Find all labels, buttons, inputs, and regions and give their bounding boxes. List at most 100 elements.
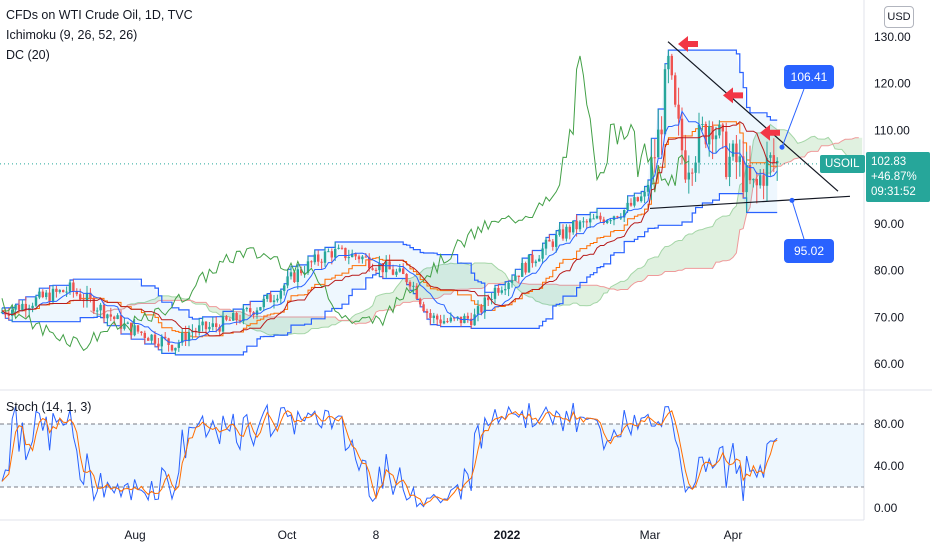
candle[interactable]	[133, 325, 136, 336]
candle[interactable]	[663, 69, 667, 135]
candle[interactable]	[752, 178, 755, 181]
candle[interactable]	[643, 191, 646, 197]
candle[interactable]	[667, 55, 670, 70]
candle[interactable]	[527, 254, 531, 273]
candle[interactable]	[194, 331, 197, 333]
candle[interactable]	[320, 261, 323, 263]
candle[interactable]	[313, 254, 316, 263]
candle[interactable]	[565, 226, 568, 239]
candle[interactable]	[436, 315, 439, 320]
candle[interactable]	[514, 275, 517, 281]
candle[interactable]	[344, 247, 347, 259]
candle[interactable]	[738, 156, 741, 163]
candle[interactable]	[558, 229, 561, 235]
candle[interactable]	[354, 253, 357, 257]
candle[interactable]	[96, 310, 99, 312]
candle[interactable]	[660, 129, 663, 135]
candle[interactable]	[289, 272, 293, 277]
candle[interactable]	[113, 316, 116, 319]
candle[interactable]	[602, 219, 605, 224]
candle[interactable]	[283, 285, 286, 291]
candle[interactable]	[762, 175, 765, 186]
candle[interactable]	[317, 254, 320, 262]
candle[interactable]	[776, 161, 779, 164]
price-label-lower-box[interactable]	[784, 239, 834, 263]
candle[interactable]	[269, 294, 272, 303]
candle[interactable]	[160, 336, 163, 347]
candle[interactable]	[259, 307, 262, 311]
candle[interactable]	[75, 291, 78, 295]
candle[interactable]	[218, 327, 221, 332]
candle[interactable]	[629, 202, 633, 206]
candle[interactable]	[249, 308, 252, 313]
donchian-legend[interactable]: DC (20)	[6, 48, 50, 62]
candle[interactable]	[534, 261, 537, 264]
candle[interactable]	[555, 235, 558, 247]
candle[interactable]	[439, 319, 442, 324]
candle[interactable]	[497, 287, 500, 293]
ichimoku-conversion-line[interactable]	[1, 110, 778, 344]
candle[interactable]	[238, 320, 242, 322]
candle[interactable]	[714, 135, 718, 140]
candle[interactable]	[116, 315, 119, 319]
candle[interactable]	[446, 321, 449, 323]
candle[interactable]	[306, 261, 310, 273]
stoch-k-line[interactable]	[1, 402, 778, 508]
candle[interactable]	[368, 256, 371, 269]
candle[interactable]	[364, 256, 367, 258]
candle[interactable]	[334, 248, 337, 258]
candle[interactable]	[276, 298, 279, 301]
candle[interactable]	[310, 261, 313, 263]
candle[interactable]	[184, 332, 187, 342]
stoch-d-line[interactable]	[1, 409, 778, 507]
candle[interactable]	[361, 256, 364, 260]
candle[interactable]	[711, 126, 714, 140]
candle[interactable]	[351, 253, 354, 258]
candle[interactable]	[153, 334, 157, 344]
candle[interactable]	[609, 220, 612, 222]
candle[interactable]	[164, 336, 167, 339]
candle[interactable]	[694, 162, 697, 173]
candle[interactable]	[187, 332, 191, 342]
candle[interactable]	[500, 290, 503, 293]
candle[interactable]	[544, 239, 548, 249]
candle[interactable]	[636, 197, 639, 202]
candle[interactable]	[721, 124, 724, 132]
candle[interactable]	[92, 298, 95, 312]
candle[interactable]	[38, 291, 41, 298]
candle[interactable]	[157, 343, 160, 347]
candle[interactable]	[619, 217, 622, 219]
candle[interactable]	[504, 289, 507, 291]
candle[interactable]	[266, 294, 269, 299]
donchian-lower-band[interactable]	[2, 193, 778, 356]
candle[interactable]	[755, 178, 758, 186]
candle[interactable]	[742, 156, 745, 193]
candle[interactable]	[653, 157, 656, 159]
candle[interactable]	[11, 309, 14, 316]
candle[interactable]	[589, 218, 592, 223]
candle[interactable]	[473, 314, 476, 326]
candle[interactable]	[170, 345, 174, 351]
ichimoku-base-line[interactable]	[1, 121, 778, 337]
candle[interactable]	[143, 332, 146, 338]
candle[interactable]	[119, 315, 123, 329]
candle[interactable]	[279, 290, 282, 299]
candle[interactable]	[395, 271, 398, 275]
candle[interactable]	[228, 319, 231, 321]
candle[interactable]	[422, 304, 425, 312]
candle[interactable]	[102, 304, 106, 319]
candle[interactable]	[568, 226, 571, 233]
candle[interactable]	[725, 131, 728, 178]
candle[interactable]	[130, 322, 133, 336]
candle[interactable]	[772, 155, 775, 164]
candle[interactable]	[147, 338, 150, 341]
candle[interactable]	[456, 316, 459, 318]
currency-button[interactable]: USD	[884, 6, 914, 28]
candle[interactable]	[225, 316, 228, 320]
candle[interactable]	[572, 220, 575, 233]
candle[interactable]	[769, 155, 772, 158]
candle[interactable]	[585, 221, 588, 223]
candle[interactable]	[323, 251, 327, 263]
candle[interactable]	[65, 291, 68, 293]
